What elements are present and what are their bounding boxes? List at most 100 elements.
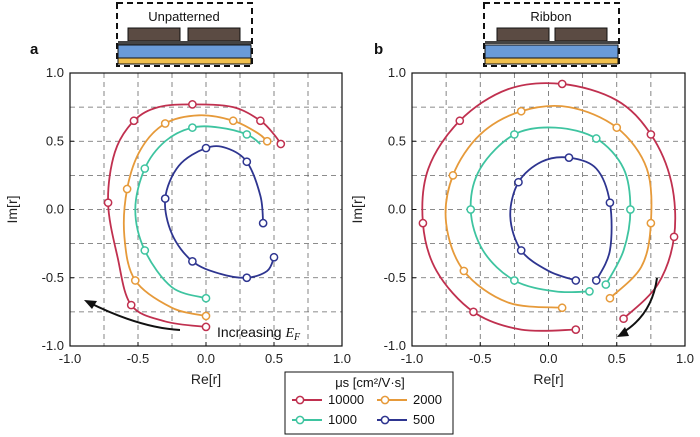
panel-b-letter: b xyxy=(374,41,383,58)
series-line-500 xyxy=(164,145,275,279)
series-marker-1000 xyxy=(140,246,150,255)
series-marker-500 xyxy=(201,143,211,153)
series-marker-1000 xyxy=(510,276,519,285)
series-marker-10000 xyxy=(201,322,211,332)
series-marker-2000 xyxy=(201,311,211,321)
series-line-500 xyxy=(509,156,613,282)
inset-a-graphene xyxy=(118,41,251,45)
series-marker-2000 xyxy=(122,184,132,194)
series-marker-500 xyxy=(564,153,574,162)
series-marker-2000 xyxy=(448,171,458,180)
series-marker-10000 xyxy=(276,139,286,149)
y-tick-label: 1.0 xyxy=(388,65,406,80)
inset-a: Unpatterned xyxy=(116,2,253,67)
inset-a-block-right xyxy=(187,27,241,42)
series-marker-1000 xyxy=(585,287,594,296)
ef-arrow xyxy=(87,301,181,331)
panel-b-arrow xyxy=(617,277,658,337)
x-tick-label: 0.5 xyxy=(265,351,283,366)
series-marker-500 xyxy=(188,257,197,266)
x-tick-label: 0.5 xyxy=(608,351,626,366)
legend-swatch-marker xyxy=(295,415,305,425)
legend-swatch-marker xyxy=(380,415,390,425)
y-axis-label: Im[r] xyxy=(4,196,20,224)
x-tick-label: -1.0 xyxy=(401,351,423,366)
y-tick-label: -1.0 xyxy=(384,338,406,353)
series-marker-10000 xyxy=(126,300,136,310)
series-marker-1000 xyxy=(510,130,519,139)
inset-b-graphene xyxy=(485,41,618,44)
x-axis-label: Re[r] xyxy=(191,371,221,387)
y-tick-label: -0.5 xyxy=(384,270,406,285)
inset-b-block-left xyxy=(496,27,550,42)
panel-b-arrow-path xyxy=(621,277,658,334)
legend-swatch-marker xyxy=(295,395,305,405)
x-axis-label: Re[r] xyxy=(533,371,563,387)
inset-b-block-right xyxy=(554,27,608,42)
inset-b: Ribbon xyxy=(483,2,620,67)
series-marker-10000 xyxy=(619,314,628,324)
x-tick-label: -1.0 xyxy=(59,351,81,366)
series-marker-1000 xyxy=(466,205,476,214)
inset-a-label: Unpatterned xyxy=(148,9,220,24)
series-marker-10000 xyxy=(557,79,567,89)
ef-annotation-text: Increasing EF xyxy=(217,324,301,343)
series-line-10000 xyxy=(421,82,677,332)
series-marker-1000 xyxy=(140,164,150,173)
y-tick-label: 0.0 xyxy=(46,202,64,217)
series-marker-500 xyxy=(591,276,601,285)
series-marker-10000 xyxy=(455,116,465,126)
series-marker-1000 xyxy=(242,130,252,139)
panel-a-plot: -1.0-1.0 -0.5 -0.5 0.0 0.0 0.5 0.5 1.0 1.0 Re[r] I… xyxy=(4,65,351,387)
y-axis-label: Im[r] xyxy=(349,196,365,224)
legend-label-10000: 10000 xyxy=(328,392,364,407)
x-tick-label: -0.5 xyxy=(127,351,149,366)
x-tick-label: 0.0 xyxy=(539,351,557,366)
y-tick-label: -1.0 xyxy=(42,338,64,353)
series-line-2000 xyxy=(122,114,268,317)
series-marker-10000 xyxy=(103,198,113,208)
series-marker-500 xyxy=(516,246,526,255)
inset-b-label: Ribbon xyxy=(530,9,571,24)
series-marker-500 xyxy=(242,157,252,167)
series-marker-10000 xyxy=(188,100,197,109)
x-tick-label: 0.0 xyxy=(197,351,215,366)
series-line-1000 xyxy=(134,125,261,300)
legend-label-500: 500 xyxy=(413,412,435,427)
series-marker-500 xyxy=(605,198,615,208)
series-marker-2000 xyxy=(130,276,140,285)
y-tick-label: 0.0 xyxy=(388,202,406,217)
x-tick-label: 1.0 xyxy=(333,351,351,366)
series-marker-2000 xyxy=(459,266,469,276)
legend-label-1000: 1000 xyxy=(328,412,357,427)
y-tick-label: 0.5 xyxy=(46,133,64,148)
series-marker-10000 xyxy=(418,218,428,228)
series-marker-2000 xyxy=(262,136,272,146)
series-marker-2000 xyxy=(612,123,622,132)
series-marker-2000 xyxy=(605,293,615,303)
series-marker-10000 xyxy=(646,130,656,139)
panel-b-plot: -1.0-1.0 -0.5 -0.5 0.0 0.0 0.5 0.5 1.0 1.0 Re[r] I… xyxy=(349,65,694,387)
inset-b-substrate xyxy=(484,57,619,65)
panel-a-letter: a xyxy=(30,41,39,58)
inset-a-substrate xyxy=(117,57,252,65)
legend: μs [cm²/V·s] 10000 2000 1000 500 xyxy=(284,371,454,435)
series-marker-1000 xyxy=(601,280,611,289)
series-marker-2000 xyxy=(228,116,238,126)
x-tick-label: -0.5 xyxy=(469,351,491,366)
legend-title: μs [cm²/V·s] xyxy=(335,375,405,390)
series-marker-10000 xyxy=(256,116,265,126)
y-tick-label: -0.5 xyxy=(42,270,64,285)
series-marker-1000 xyxy=(626,205,635,214)
series-marker-500 xyxy=(514,177,523,187)
series-marker-10000 xyxy=(571,325,581,334)
legend-label-2000: 2000 xyxy=(413,392,442,407)
y-tick-label: 1.0 xyxy=(46,65,64,80)
series-marker-500 xyxy=(160,194,170,203)
series-marker-10000 xyxy=(129,116,139,126)
series-line-10000 xyxy=(107,103,282,328)
series-marker-500 xyxy=(242,273,252,283)
inset-a-oxide xyxy=(117,44,252,59)
ef-arrowhead xyxy=(84,300,97,309)
inset-a-frame xyxy=(116,2,253,67)
